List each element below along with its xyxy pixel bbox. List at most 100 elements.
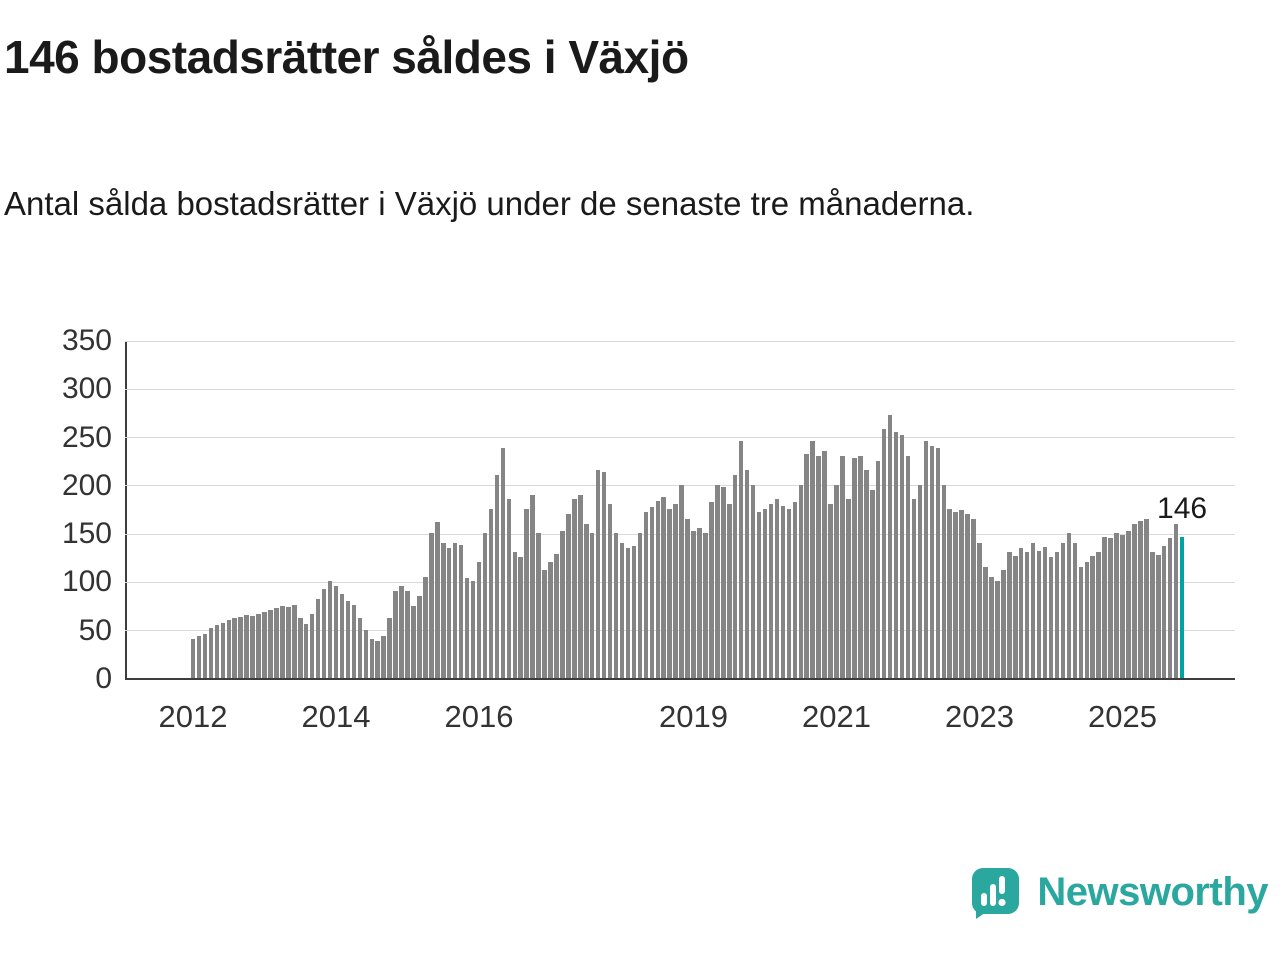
bar: [744, 470, 750, 678]
bar: [482, 533, 488, 678]
bar: [846, 499, 851, 678]
bar: [464, 577, 470, 678]
bar: [327, 581, 333, 678]
bar: [792, 502, 798, 678]
newsworthy-logo: Newsworthy: [967, 864, 1268, 920]
y-tick-label: 250: [61, 420, 112, 454]
bar: [1084, 562, 1089, 678]
x-tick-label: 2012: [158, 699, 228, 734]
bar: [727, 504, 732, 678]
bar: [202, 633, 208, 678]
bar: [631, 545, 637, 678]
bar: [411, 605, 416, 678]
bar: [393, 591, 398, 678]
x-tick-label: 2025: [1088, 699, 1157, 734]
bar: [768, 504, 774, 678]
bar: [870, 489, 875, 678]
bar: [244, 615, 249, 678]
bar: [852, 457, 857, 678]
bar: [500, 448, 506, 678]
bar: [601, 472, 607, 678]
bar: [566, 513, 571, 678]
bar: [673, 504, 678, 678]
bar: [226, 620, 231, 678]
bar: [292, 604, 297, 678]
highlight-value-label: 146: [1157, 492, 1208, 525]
chart-title: 146 bostadsrätter såldes i Växjö: [4, 31, 689, 83]
bar: [369, 639, 374, 678]
bar: [715, 484, 720, 678]
bar: [524, 509, 529, 678]
bar: [881, 428, 887, 678]
bar: [738, 441, 744, 678]
bar: [649, 507, 655, 678]
newsworthy-wordmark: Newsworthy: [1037, 869, 1268, 914]
newsworthy-logo-icon: [972, 868, 1020, 919]
bar: [1126, 531, 1131, 678]
bar: [441, 542, 446, 678]
bar: [572, 499, 577, 678]
bar: [1001, 569, 1006, 678]
bar: [953, 511, 958, 678]
bar: [941, 484, 946, 678]
bar: [661, 497, 666, 678]
bar: [995, 581, 1000, 678]
bar: [1114, 533, 1119, 678]
bar: [494, 475, 500, 678]
bar: [613, 533, 619, 678]
bar: [1150, 552, 1155, 678]
bar: [858, 455, 863, 678]
bar: [238, 617, 243, 678]
bar: [458, 544, 464, 678]
bar: [935, 448, 941, 678]
bar: [971, 518, 976, 678]
bar: [280, 605, 285, 678]
bar: [232, 618, 237, 678]
bar: [947, 509, 952, 678]
bar: [315, 598, 321, 678]
y-tick-label: 50: [78, 613, 112, 647]
bar: [917, 484, 923, 678]
bar: [697, 528, 702, 678]
bar: [196, 636, 202, 678]
bar: [804, 453, 809, 678]
bar: [1167, 537, 1173, 678]
bar: [578, 494, 583, 678]
bar: [357, 618, 363, 678]
y-tick-label: 200: [61, 468, 112, 502]
x-tick-label: 2021: [802, 699, 871, 734]
bar: [536, 533, 541, 678]
bar: [476, 562, 482, 678]
bar: [250, 616, 255, 678]
bar: [887, 415, 893, 678]
bar: [750, 484, 756, 678]
bar: [256, 614, 261, 678]
bar: [554, 554, 559, 678]
bar: [899, 434, 905, 678]
bar: [1096, 552, 1101, 678]
bar: [834, 484, 839, 678]
bar: [1042, 546, 1048, 678]
bar: [452, 542, 458, 678]
bar: [780, 506, 786, 678]
bar: [965, 513, 970, 678]
bar: [828, 504, 833, 678]
bar: [512, 552, 517, 678]
bar: [1024, 552, 1030, 678]
bar: [1132, 523, 1137, 678]
bar: [1120, 535, 1125, 678]
bar: [721, 486, 726, 678]
bar: [959, 509, 964, 678]
bar: [822, 451, 827, 678]
bar: [298, 618, 303, 678]
x-tick-label: 2019: [659, 699, 728, 734]
x-tick-label: 2016: [444, 699, 514, 734]
bar: [810, 441, 815, 678]
bar: [1060, 542, 1066, 678]
bar: [405, 591, 410, 678]
bar: [1036, 550, 1042, 678]
x-tick-label: 2023: [945, 699, 1014, 734]
bar: [518, 557, 523, 678]
y-tick-label: 0: [95, 662, 112, 695]
bar: [589, 533, 595, 678]
